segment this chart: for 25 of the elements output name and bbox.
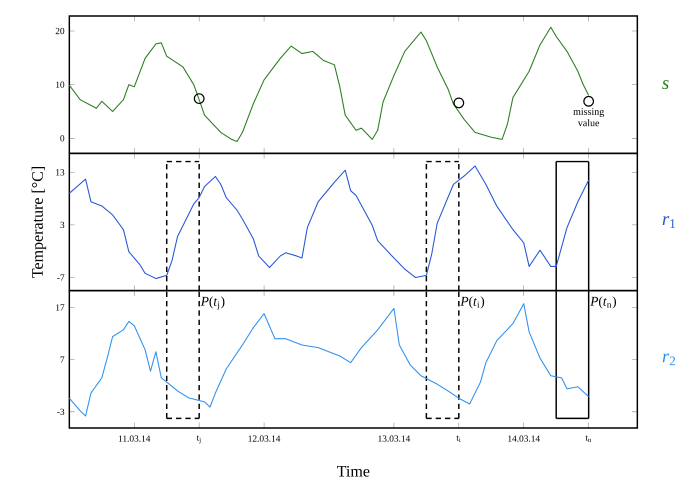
y-axis-title: Temperature [°C] bbox=[32, 167, 46, 278]
annotation: missing value bbox=[573, 108, 604, 126]
x-tick-label: 11.03.14 bbox=[118, 435, 150, 442]
y-tick-label: -7 bbox=[57, 274, 64, 281]
ref-line-label: P(t$_{j}$) bbox=[200, 296, 224, 310]
ref-line-label: P(t$_{i}$) bbox=[460, 296, 484, 308]
x-tick-label: t$_{n}$ bbox=[585, 435, 592, 442]
y-tick-label: -3 bbox=[57, 408, 64, 415]
x-tick-label: t$_{i}$ bbox=[456, 435, 461, 442]
text: r$_{1}$ bbox=[662, 216, 676, 228]
x-tick-label: t$_{j}$ bbox=[196, 435, 200, 444]
x-axis-title: Time bbox=[337, 466, 370, 477]
y-tick-label: 0 bbox=[60, 135, 64, 142]
y-tick-label: 17 bbox=[56, 304, 64, 310]
x-tick-label: 12.03.14 bbox=[248, 435, 280, 442]
x-tick-label: 14.03.14 bbox=[508, 435, 540, 442]
text: r$_{2}$ bbox=[662, 353, 676, 366]
text: s bbox=[662, 80, 669, 90]
x-tick-label: 13.03.14 bbox=[378, 435, 410, 442]
y-tick-label: 7 bbox=[60, 356, 64, 363]
y-tick-label: 10 bbox=[56, 82, 64, 88]
ref-line-label: P(t$_{n}$) bbox=[590, 296, 616, 308]
y-tick-label: 13 bbox=[56, 169, 64, 176]
y-tick-label: 3 bbox=[60, 222, 64, 228]
y-tick-label: 20 bbox=[56, 28, 64, 34]
